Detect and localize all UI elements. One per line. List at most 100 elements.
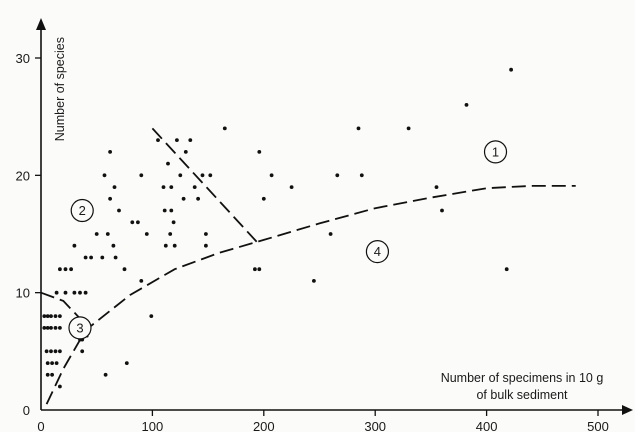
data-point (289, 185, 294, 190)
data-point (434, 185, 439, 190)
region-marker: 3 (68, 316, 92, 340)
data-point (440, 208, 444, 213)
data-point (156, 138, 160, 143)
data-point (200, 173, 205, 178)
region-marker: 1 (483, 140, 508, 164)
data-point (80, 349, 85, 354)
data-point (509, 67, 513, 72)
data-point (63, 267, 68, 272)
data-point (335, 173, 340, 178)
data-point (117, 208, 121, 213)
data-point (130, 220, 135, 225)
x-tick-label: 400 (476, 419, 498, 432)
data-point (72, 243, 77, 248)
x-tick-label: 100 (142, 419, 164, 432)
data-point (257, 150, 262, 154)
data-point (49, 314, 53, 318)
y-axis-title: Number of species (53, 37, 67, 141)
data-point (166, 161, 170, 166)
data-point (44, 349, 49, 354)
data-point (108, 196, 112, 201)
region-marker: 4 (365, 240, 390, 264)
data-point (162, 208, 167, 213)
data-point (464, 103, 469, 107)
data-point (54, 361, 59, 365)
data-point (139, 173, 144, 178)
data-point (161, 185, 166, 190)
data-point (359, 173, 364, 178)
data-point (63, 290, 68, 295)
tick-marks: 0 100 200 300 400 500 0 10 20 30 (16, 51, 609, 432)
data-point (181, 196, 186, 201)
region-circle (365, 240, 390, 264)
region-circle (70, 198, 94, 223)
y-tick-label: 10 (16, 286, 30, 301)
data-point (83, 290, 88, 295)
x-tick-label: 300 (364, 419, 386, 432)
data-point (188, 138, 193, 143)
data-point (261, 196, 266, 201)
data-point (192, 185, 197, 190)
data-point (356, 126, 361, 131)
data-point (183, 150, 188, 154)
region-labels: 1 2 3 4 (68, 140, 508, 340)
data-point (45, 314, 50, 318)
data-point (58, 314, 62, 318)
data-point (89, 255, 93, 260)
data-point (112, 185, 117, 190)
data-point (169, 185, 174, 190)
data-point (171, 220, 176, 225)
data-point (53, 314, 58, 318)
data-point (45, 326, 50, 330)
data-point (102, 173, 107, 178)
data-point (504, 267, 509, 272)
data-point (149, 314, 154, 318)
x-tick-label: 200 (253, 419, 275, 432)
region-label: 4 (374, 244, 381, 259)
data-points (42, 67, 513, 389)
data-point (169, 208, 174, 213)
data-point (204, 232, 208, 236)
y-tick-label: 30 (16, 51, 30, 66)
x-axis-title-line-1: Number of specimens in 10 g (441, 371, 604, 385)
region-label: 3 (76, 320, 83, 335)
data-point (328, 232, 333, 236)
data-point (208, 173, 213, 178)
x-axis-arrow (622, 405, 633, 415)
data-point (58, 384, 62, 389)
data-point (122, 267, 127, 272)
data-point (94, 232, 99, 236)
data-point (105, 232, 110, 236)
region-marker: 2 (70, 198, 94, 223)
region-label: 2 (79, 203, 86, 218)
region-label: 1 (492, 144, 499, 159)
boundary-lines (40, 127, 576, 405)
x-tick-label: 500 (587, 419, 609, 432)
data-point (124, 361, 129, 365)
data-point (58, 326, 62, 330)
y-tick-label: 0 (23, 403, 30, 418)
data-point (163, 243, 168, 248)
data-point (69, 267, 73, 272)
x-axis-title-line-2: of bulk sediment (476, 388, 568, 402)
data-point (196, 196, 201, 201)
data-point (50, 361, 54, 365)
data-point (269, 173, 274, 178)
data-point (257, 267, 262, 272)
data-point (312, 279, 316, 283)
data-point (111, 243, 116, 248)
boundary-small-arc (40, 291, 89, 338)
data-point (42, 326, 47, 330)
data-point (178, 173, 183, 178)
data-point (139, 279, 144, 283)
data-point (100, 255, 105, 260)
data-point (103, 372, 108, 377)
data-point (83, 255, 88, 260)
data-point (108, 150, 112, 154)
data-point (53, 349, 58, 354)
data-point (406, 126, 411, 131)
region-circle (68, 316, 92, 340)
data-point (54, 290, 59, 295)
